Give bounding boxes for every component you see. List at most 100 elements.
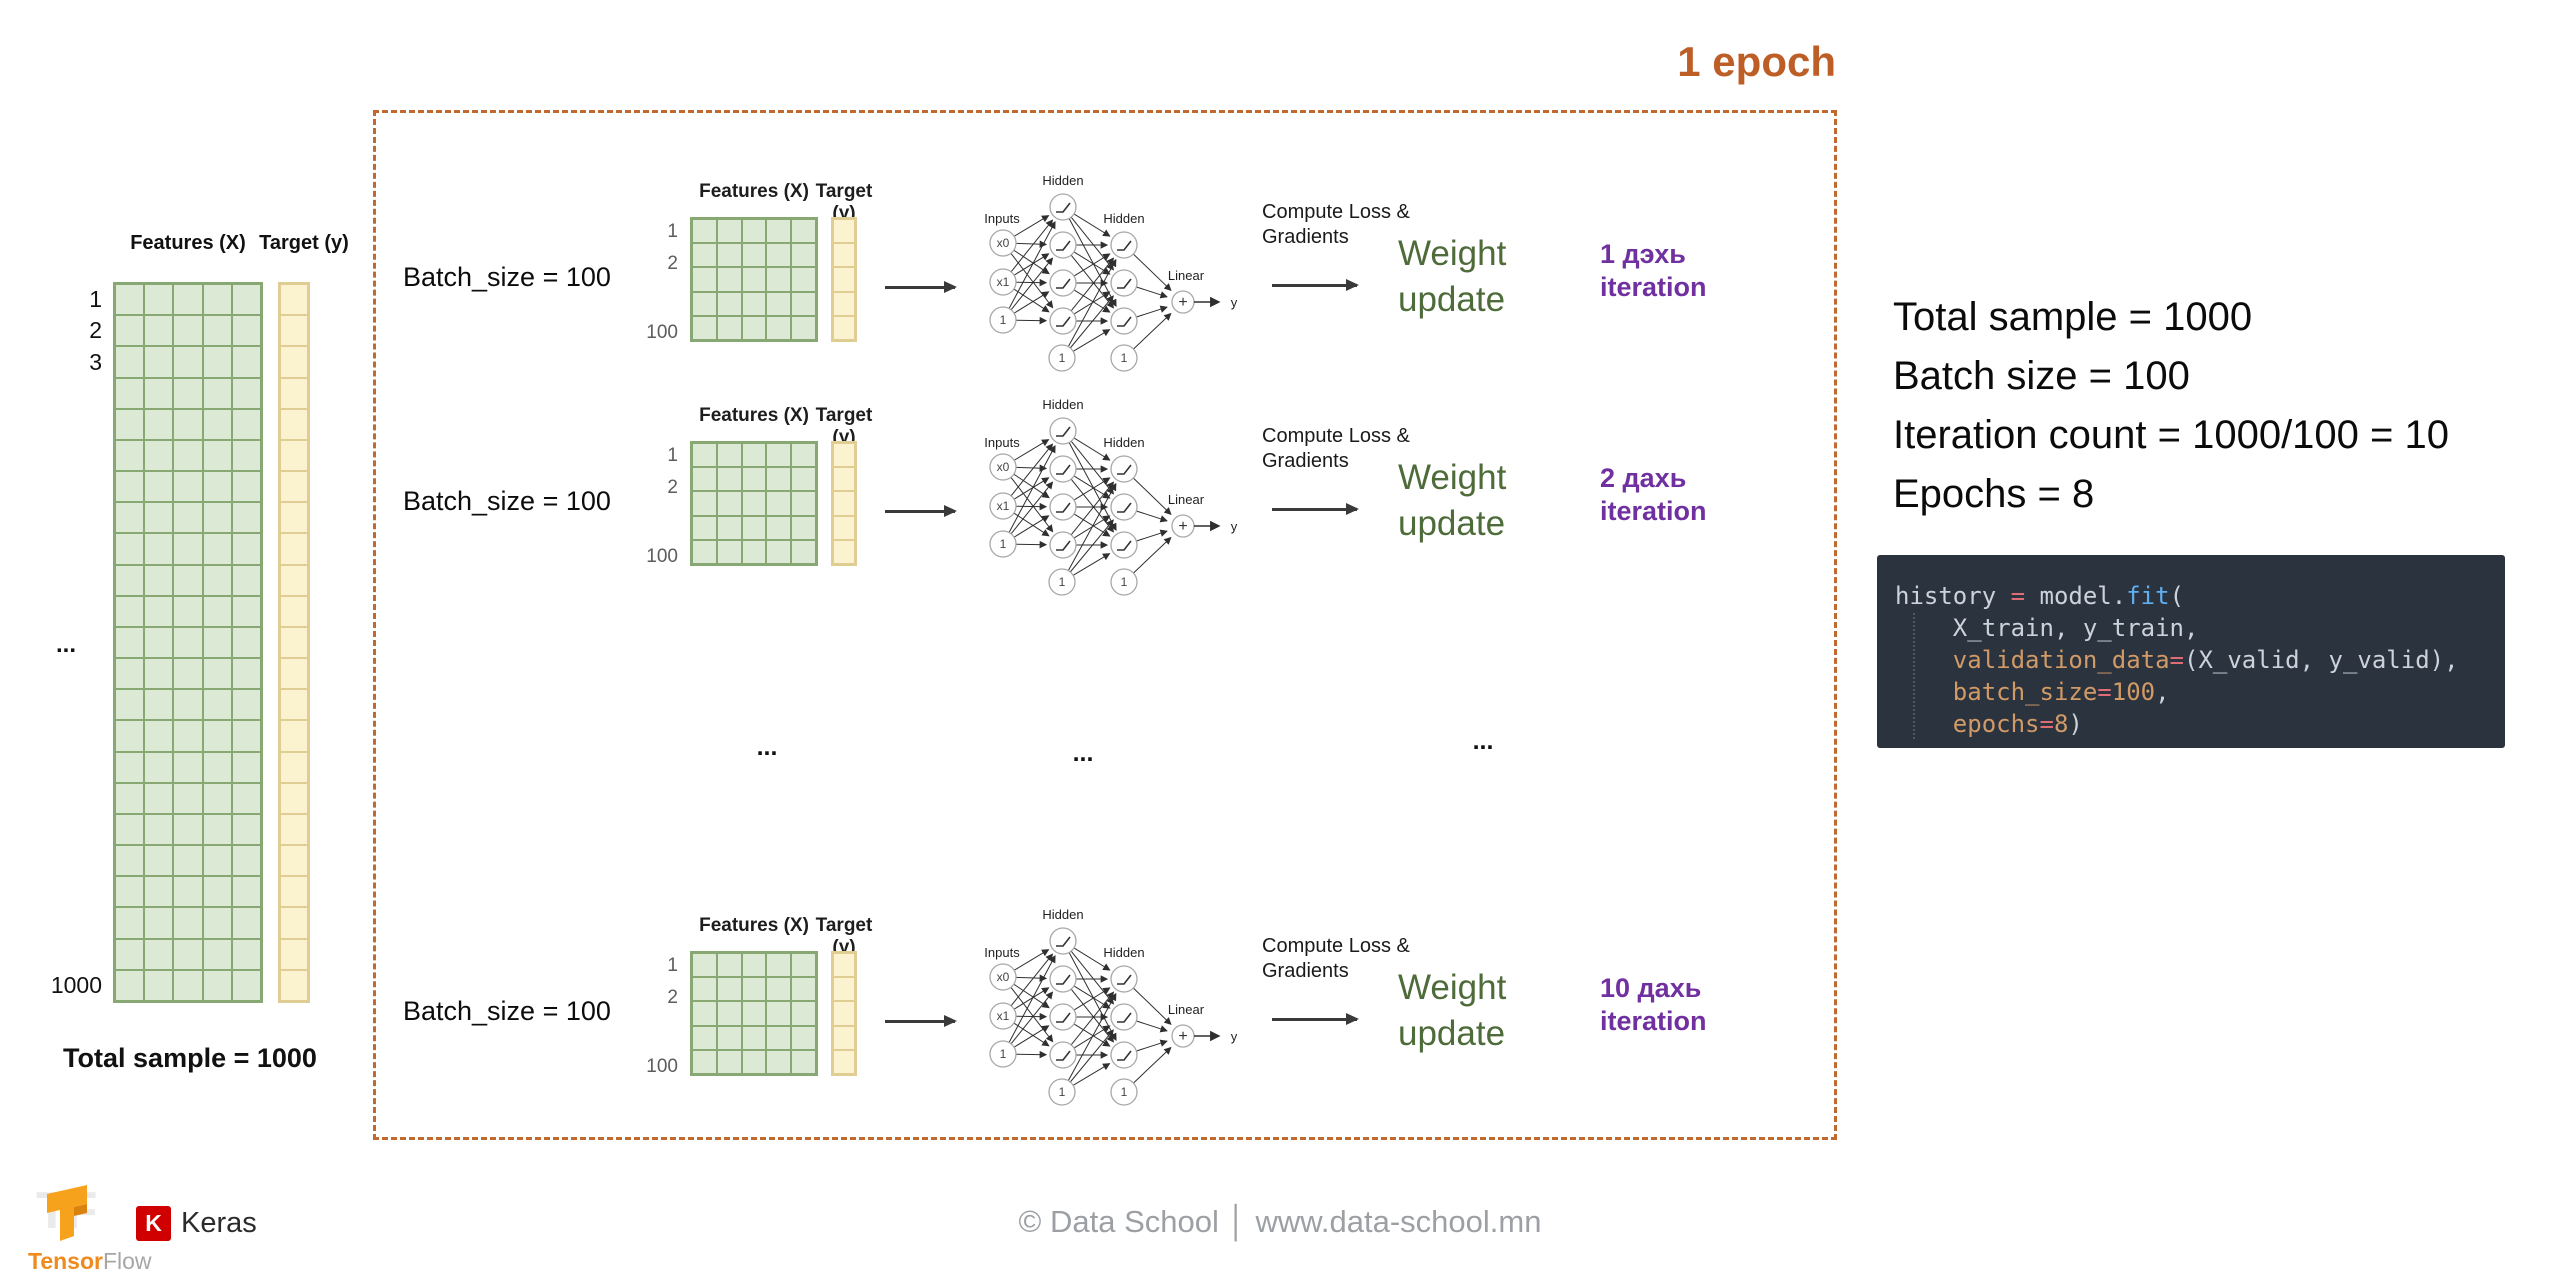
grid-cell xyxy=(766,219,792,244)
iteration-line1: 10 дахь xyxy=(1600,973,1702,1003)
dataset-features-grid xyxy=(113,282,263,1003)
grid-cell xyxy=(231,907,261,939)
grid-cell xyxy=(692,977,717,1002)
grid-cell xyxy=(173,907,203,939)
middle-ellipsis: ... xyxy=(1072,739,1094,767)
code-line: X_train, y_train, xyxy=(1895,612,2505,644)
weight-update-label: Weight update xyxy=(1398,455,1506,547)
loss-to-weight-arrow xyxy=(1272,279,1359,291)
grid-cell xyxy=(144,689,174,721)
iteration-label: 1 дэхь iteration xyxy=(1600,238,1707,304)
neural-network-diagram xyxy=(960,384,1290,619)
iteration-line1: 1 дэхь xyxy=(1600,239,1686,269)
grid-cell xyxy=(692,1001,717,1026)
grid-cell xyxy=(716,267,742,292)
grid-cell xyxy=(144,533,174,565)
grid-cell xyxy=(741,1001,767,1026)
batch-features-header: Features (X) xyxy=(699,181,809,202)
grid-cell xyxy=(144,658,174,690)
grid-cell xyxy=(791,467,816,492)
grid-cell xyxy=(692,467,717,492)
dataset-row-label: 3 xyxy=(89,349,102,375)
grid-cell xyxy=(115,439,145,472)
grid-cell xyxy=(766,467,792,492)
grid-cell xyxy=(741,515,767,540)
grid-cell xyxy=(280,751,308,783)
compute-loss-line1: Compute Loss & xyxy=(1262,425,1410,447)
dataset-row-label: 2 xyxy=(89,317,102,343)
grid-cell xyxy=(231,471,261,503)
iteration-label: 2 дахь iteration xyxy=(1600,462,1707,528)
grid-cell xyxy=(144,564,174,596)
grid-cell xyxy=(144,876,174,908)
code-lines: history = model.fit( X_train, y_train, v… xyxy=(1895,580,2505,740)
grid-cell xyxy=(202,782,232,814)
grid-cell xyxy=(144,845,174,877)
grid-cell xyxy=(115,689,145,721)
batch-row: Batch_size = 100 Features (X) Target (y)… xyxy=(0,160,2560,400)
grid-cell xyxy=(202,502,232,534)
grid-cell xyxy=(173,564,203,596)
grid-cell xyxy=(741,953,767,978)
batch-size-label: Batch_size = 100 xyxy=(403,262,611,292)
grid-cell xyxy=(716,443,742,468)
grid-cell xyxy=(231,782,261,814)
grid-cell xyxy=(115,969,145,1001)
batch-row-label: 1 xyxy=(667,445,678,466)
summary-total-sample: Total sample = 1000 xyxy=(1893,295,2253,339)
grid-cell xyxy=(280,564,308,596)
grid-cell xyxy=(692,315,717,340)
grid-cell xyxy=(791,1001,816,1026)
grid-cell xyxy=(716,467,742,492)
grid-cell xyxy=(280,969,308,1001)
middle-ellipsis: ... xyxy=(756,733,778,761)
grid-cell xyxy=(231,533,261,565)
grid-cell xyxy=(115,595,145,627)
grid-cell xyxy=(202,595,232,627)
grid-cell xyxy=(791,491,816,516)
batch-features-grid xyxy=(690,441,818,566)
grid-cell xyxy=(833,1025,855,1050)
iteration-line2: iteration xyxy=(1600,1006,1707,1036)
code-token: (X_valid, y_valid), xyxy=(2184,646,2459,674)
grid-cell xyxy=(202,969,232,1001)
grid-cell xyxy=(716,977,742,1002)
grid-cell xyxy=(280,346,308,378)
grid-cell xyxy=(173,782,203,814)
grid-cell xyxy=(833,977,855,1002)
summary-iteration-count: Iteration count = 1000/100 = 10 xyxy=(1893,413,2449,457)
grid-cell xyxy=(716,315,742,340)
grid-cell xyxy=(791,1049,816,1074)
compute-loss-line1: Compute Loss & xyxy=(1262,201,1410,223)
grid-cell xyxy=(766,267,792,292)
grid-cell xyxy=(791,315,816,340)
grid-cell xyxy=(692,267,717,292)
grid-cell xyxy=(202,377,232,409)
grid-cell xyxy=(692,1025,717,1050)
grid-cell xyxy=(833,443,855,468)
grid-cell xyxy=(231,751,261,783)
grid-cell xyxy=(173,284,203,316)
grid-cell xyxy=(144,377,174,409)
grid-cell xyxy=(231,346,261,378)
grid-cell xyxy=(173,720,203,752)
grid-cell xyxy=(115,346,145,378)
batch-to-network-arrow xyxy=(885,281,957,293)
grid-cell xyxy=(741,443,767,468)
grid-cell xyxy=(692,443,717,468)
grid-cell xyxy=(692,515,717,540)
code-token: X_train, y_train, xyxy=(1895,614,2199,642)
iteration-label: 10 дахь iteration xyxy=(1600,972,1707,1038)
neural-network-diagram xyxy=(960,160,1290,395)
code-token xyxy=(1895,678,1953,706)
iteration-line2: iteration xyxy=(1600,272,1707,302)
grid-cell xyxy=(741,977,767,1002)
neural-network-diagram xyxy=(960,894,1290,1129)
grid-cell xyxy=(144,346,174,378)
grid-cell xyxy=(766,539,792,564)
grid-cell xyxy=(280,689,308,721)
grid-cell xyxy=(766,1001,792,1026)
grid-cell xyxy=(692,539,717,564)
code-line: epochs=8) xyxy=(1895,708,2505,740)
grid-cell xyxy=(716,491,742,516)
